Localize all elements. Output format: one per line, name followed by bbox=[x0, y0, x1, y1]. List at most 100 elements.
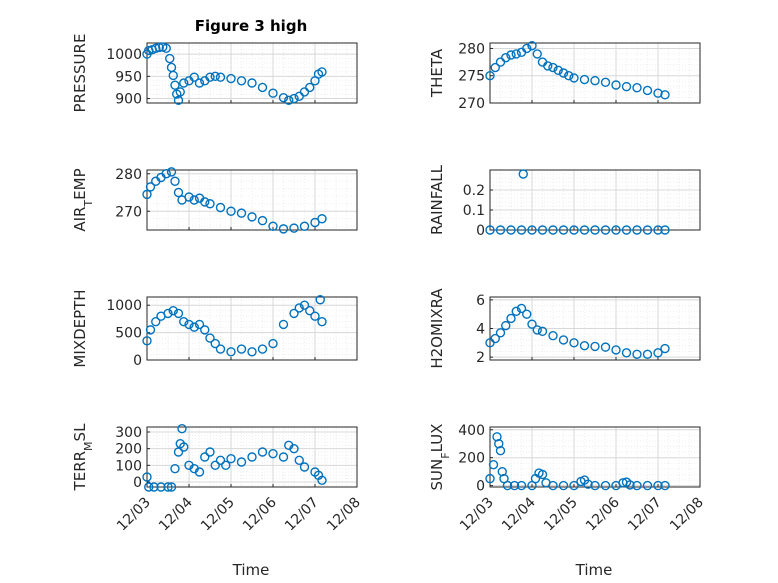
data-point bbox=[315, 295, 325, 305]
data-point bbox=[236, 344, 247, 354]
data-point bbox=[488, 459, 499, 470]
data-point bbox=[590, 75, 600, 86]
data-point bbox=[516, 303, 527, 314]
data-point bbox=[168, 70, 178, 81]
y-axis-label: AIRTEMP bbox=[71, 168, 95, 231]
y-tick-label: 0 bbox=[133, 475, 142, 491]
x-axis-label-right: Time bbox=[575, 561, 613, 579]
data-point bbox=[548, 330, 558, 341]
y-tick-label: 275 bbox=[458, 69, 485, 85]
y-tick-label: 0.2 bbox=[463, 183, 485, 199]
data-point bbox=[142, 189, 152, 200]
x-tick-label: 12/06 bbox=[240, 494, 280, 534]
data-point bbox=[317, 475, 327, 486]
data-point bbox=[247, 78, 257, 88]
data-point bbox=[516, 225, 527, 235]
data-point bbox=[490, 333, 500, 344]
data-point bbox=[236, 76, 247, 86]
data-point bbox=[506, 225, 516, 235]
y-tick-label: 0 bbox=[476, 479, 485, 495]
axes-box bbox=[146, 426, 358, 488]
x-tick-label: 12/04 bbox=[156, 494, 196, 534]
data-point bbox=[495, 328, 506, 338]
data-point bbox=[210, 71, 220, 82]
x-tick-label: 12/08 bbox=[667, 495, 707, 535]
y-tick-label: 2 bbox=[476, 350, 485, 366]
y-axis-label: H2OMIXRA bbox=[428, 288, 446, 369]
x-tick-label: 12/05 bbox=[198, 495, 238, 535]
data-point bbox=[184, 192, 194, 202]
data-point bbox=[501, 53, 511, 63]
subplot-mixdepth: 0 500 1000 MIXDEPTH bbox=[71, 289, 358, 369]
data-point bbox=[163, 482, 173, 492]
data-point bbox=[600, 342, 611, 352]
data-point bbox=[257, 82, 268, 93]
data-point bbox=[632, 83, 642, 93]
data-point bbox=[310, 217, 320, 228]
data-point bbox=[558, 480, 569, 491]
data-point bbox=[502, 480, 513, 491]
y-axis-label: SUNFLUX bbox=[428, 424, 452, 491]
y-tick-label: 400 bbox=[458, 423, 485, 439]
data-point bbox=[257, 215, 268, 226]
data-point bbox=[268, 221, 278, 231]
subplot-theta: 270 275 280 THETA bbox=[428, 41, 701, 112]
data-point bbox=[611, 80, 621, 90]
data-point bbox=[189, 72, 199, 82]
data-point bbox=[579, 74, 590, 85]
data-point bbox=[278, 92, 289, 103]
data-point bbox=[642, 349, 653, 359]
data-point bbox=[527, 41, 537, 51]
data-point bbox=[310, 311, 320, 321]
x-tick-label: 12/05 bbox=[541, 495, 581, 535]
data-point bbox=[215, 344, 226, 354]
data-point bbox=[194, 319, 205, 330]
data-point bbox=[149, 482, 159, 492]
x-tick-label: 12/06 bbox=[583, 494, 623, 534]
data-point bbox=[305, 82, 315, 93]
data-point bbox=[518, 169, 528, 179]
data-point bbox=[200, 325, 210, 335]
data-point bbox=[205, 72, 215, 82]
data-point bbox=[660, 343, 670, 354]
data-point bbox=[200, 197, 210, 207]
data-point bbox=[558, 68, 569, 78]
figure-title: Figure 3 high bbox=[195, 17, 308, 35]
x-tick-label: 12/08 bbox=[324, 495, 364, 535]
data-point bbox=[590, 341, 600, 352]
data-point bbox=[632, 480, 642, 491]
subplot-pressure: 900 950 1000 PRESSURE bbox=[71, 34, 358, 112]
y-tick-label: 280 bbox=[115, 167, 142, 183]
y-tick-label: 280 bbox=[458, 41, 485, 57]
data-point bbox=[289, 443, 299, 454]
data-point bbox=[179, 316, 189, 327]
y-tick-label: 300 bbox=[115, 425, 142, 441]
data-point bbox=[173, 187, 184, 198]
data-point bbox=[170, 176, 180, 186]
data-point bbox=[611, 225, 621, 235]
data-point bbox=[485, 225, 495, 235]
data-point bbox=[142, 472, 152, 482]
y-tick-label: 0 bbox=[133, 353, 142, 369]
data-point bbox=[179, 78, 189, 88]
data-point bbox=[569, 225, 579, 235]
data-point bbox=[569, 338, 579, 348]
data-point bbox=[299, 221, 310, 231]
y-tick-label: 200 bbox=[458, 451, 485, 467]
data-point bbox=[154, 42, 164, 53]
y-axis-label: RAINFALL bbox=[428, 164, 446, 235]
data-point bbox=[284, 95, 294, 106]
data-point bbox=[611, 345, 621, 355]
data-point bbox=[175, 87, 185, 97]
y-axis-label: MIXDEPTH bbox=[71, 289, 89, 367]
data-point bbox=[179, 442, 189, 452]
data-point bbox=[642, 225, 653, 235]
data-point bbox=[278, 224, 289, 234]
axes-box bbox=[146, 169, 358, 231]
data-point bbox=[516, 480, 527, 491]
x-tick-label: 12/03 bbox=[457, 495, 497, 535]
axes-box bbox=[489, 169, 701, 231]
